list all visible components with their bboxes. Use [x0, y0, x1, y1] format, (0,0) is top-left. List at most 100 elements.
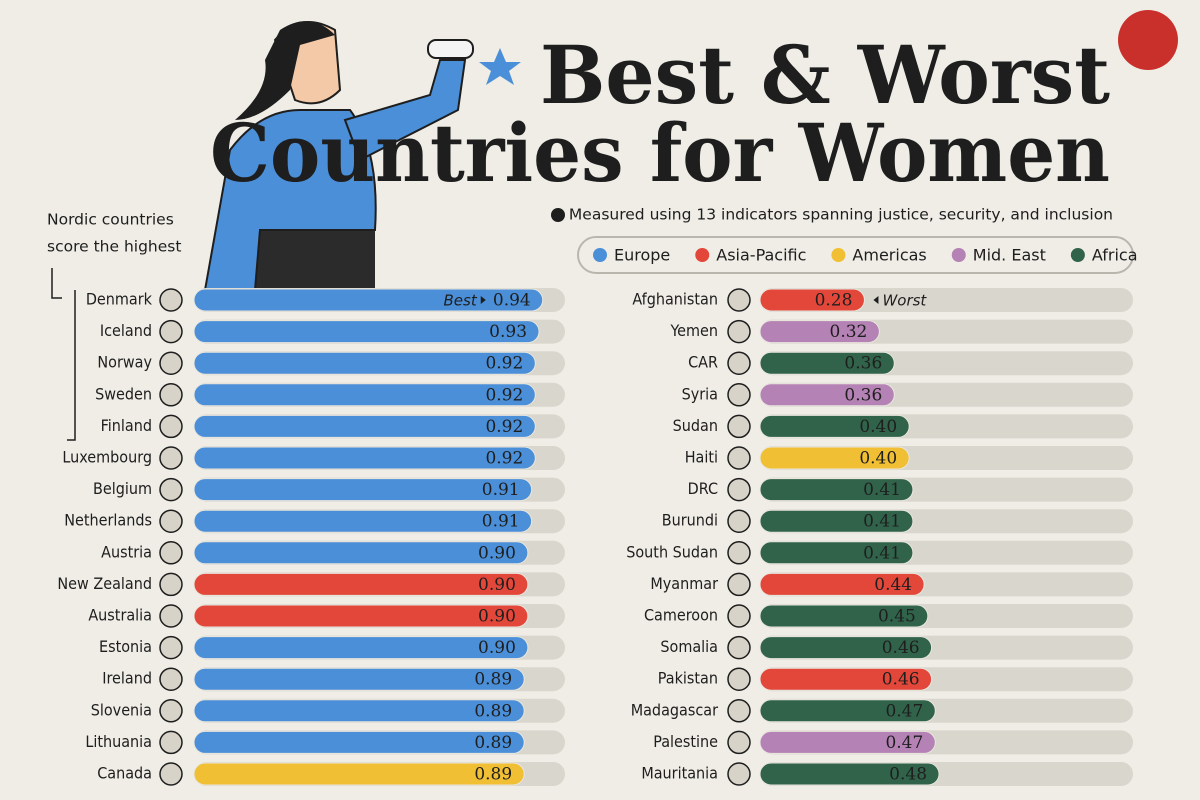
- flag: [159, 730, 183, 755]
- value-label: 0.92: [485, 354, 523, 374]
- subtitle: Measured using 13 indicators spanning ju…: [569, 206, 1113, 224]
- flag: [727, 762, 751, 786]
- category-label: Denmark: [86, 290, 153, 309]
- category-label: Burundi: [662, 511, 718, 530]
- illustration: [203, 21, 521, 291]
- value-label: 0.91: [482, 480, 520, 500]
- bar: [193, 572, 529, 596]
- value-label: 0.41: [863, 480, 901, 500]
- category-label: Lithuania: [85, 732, 152, 751]
- category-label: Pakistan: [658, 669, 718, 688]
- value-label: 0.90: [478, 607, 516, 627]
- bar: [193, 351, 536, 375]
- category-label: Myanmar: [650, 574, 718, 593]
- category-label: South Sudan: [626, 542, 718, 561]
- category-label: DRC: [688, 479, 718, 498]
- value-label: 0.40: [859, 449, 897, 469]
- value-label: 0.89: [474, 701, 512, 721]
- bar: [759, 699, 936, 723]
- bar: [759, 604, 929, 628]
- note: score the highest: [47, 238, 181, 256]
- note: Nordic countries: [47, 211, 174, 229]
- value-label: 0.89: [474, 670, 512, 690]
- bar: [759, 572, 925, 596]
- value-label: 0.36: [844, 385, 882, 405]
- value-label: 0.32: [830, 322, 868, 342]
- bar: [759, 414, 910, 438]
- flag: [159, 383, 183, 407]
- legend-swatch: [1070, 248, 1085, 262]
- category-label: Somalia: [660, 637, 718, 656]
- category-label: Mauritania: [641, 764, 718, 783]
- category-label: Estonia: [99, 637, 152, 656]
- flag: [159, 541, 183, 565]
- value-label: 0.93: [489, 322, 527, 342]
- bar: [759, 478, 914, 502]
- bar: [193, 730, 525, 754]
- bar: [759, 636, 933, 660]
- value-label: 0.47: [885, 733, 923, 753]
- legend-label: Mid. East: [973, 246, 1046, 265]
- bar: [759, 541, 914, 565]
- value-label: 0.41: [863, 512, 901, 532]
- value-label: 0.92: [485, 385, 523, 405]
- title-line2: Countries for Women: [210, 106, 1110, 200]
- value-label: 0.28: [815, 291, 853, 311]
- annotation: Worst: [882, 292, 927, 310]
- category-label: Canada: [97, 764, 152, 783]
- flag: [159, 319, 183, 344]
- category-label: Austria: [101, 542, 152, 561]
- flag: [159, 509, 183, 533]
- flag: [159, 572, 183, 597]
- flag: [159, 477, 183, 502]
- flag: [727, 383, 751, 407]
- value-label: 0.89: [474, 733, 512, 753]
- legend-swatch: [695, 248, 710, 262]
- bar: [193, 762, 525, 786]
- bar: [193, 414, 536, 438]
- bar: [759, 288, 865, 312]
- category-label: Palestine: [653, 732, 718, 751]
- bar: [193, 288, 544, 312]
- category-label: Slovenia: [91, 700, 152, 719]
- bar: [193, 541, 529, 565]
- value-label: 0.41: [863, 543, 901, 563]
- value-label: 0.90: [478, 638, 516, 658]
- annotation: Best: [444, 292, 478, 310]
- flag: [727, 604, 751, 628]
- flag: [159, 699, 183, 723]
- category-label: Cameroon: [644, 606, 718, 625]
- bar: [193, 383, 536, 407]
- flag: [727, 699, 751, 723]
- value-label: 0.40: [859, 417, 897, 437]
- flag: [159, 414, 183, 439]
- category-label: Haiti: [685, 448, 718, 467]
- flag: [727, 351, 751, 375]
- annotation-arrow: [480, 296, 486, 304]
- value-label: 0.89: [474, 765, 512, 785]
- value-label: 0.45: [878, 607, 916, 627]
- flag: [727, 414, 751, 439]
- legend-swatch: [831, 248, 846, 262]
- bar: [193, 636, 529, 660]
- bar: [759, 446, 910, 470]
- flag: [159, 762, 183, 786]
- category-label: Iceland: [100, 321, 152, 340]
- category-label: CAR: [688, 353, 718, 372]
- category-label: Luxembourg: [62, 448, 152, 467]
- flag: [727, 635, 751, 660]
- bar: [193, 320, 540, 344]
- title-line1: Best & Worst: [540, 28, 1110, 122]
- category-label: Belgium: [93, 479, 152, 498]
- legend-swatch: [593, 248, 607, 262]
- flag: [727, 667, 751, 691]
- annotation-arrow: [873, 296, 879, 304]
- value-label: 0.90: [478, 543, 516, 563]
- value-label: 0.47: [885, 701, 923, 721]
- flag: [159, 667, 183, 691]
- bar: [759, 509, 914, 533]
- bar: [193, 478, 533, 502]
- flag: [727, 730, 751, 755]
- value-label: 0.44: [874, 575, 912, 595]
- legend-label: Europe: [614, 246, 670, 265]
